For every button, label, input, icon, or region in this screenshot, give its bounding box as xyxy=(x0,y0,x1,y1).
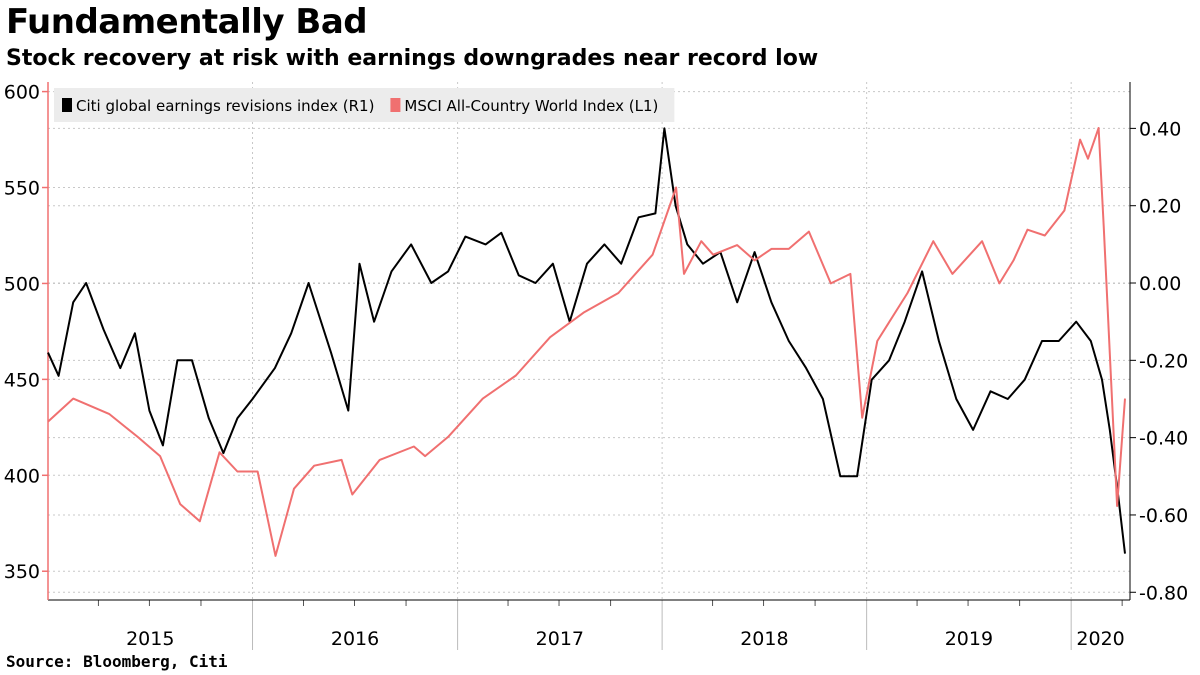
chart-title: Fundamentally Bad xyxy=(6,2,368,42)
y-right-tick-label--0.2: -0.20 xyxy=(1139,350,1188,372)
y-right-tick-label-0.2: 0.20 xyxy=(1139,196,1181,218)
y-right-tick-label--0.4: -0.40 xyxy=(1139,428,1188,450)
legend-label-0: Citi global earnings revisions index (R1… xyxy=(76,97,374,115)
y-right-tick-label--0.8: -0.80 xyxy=(1139,582,1188,604)
legend-box xyxy=(54,88,675,122)
series-group xyxy=(47,127,1126,557)
chart-subtitle: Stock recovery at risk with earnings dow… xyxy=(6,46,819,71)
x-tick-label-2016: 2016 xyxy=(331,628,379,650)
source-note: Source: Bloomberg, Citi xyxy=(6,652,228,671)
axes: 2015 2016 2017 2018 2019 2020 350 400 450 500 550 6… xyxy=(4,82,1188,650)
y-left-tick-label-550: 550 xyxy=(4,178,40,200)
y-right-tick-label-0: 0.00 xyxy=(1139,273,1181,295)
legend-swatch-0 xyxy=(62,98,72,112)
x-tick-label-2018: 2018 xyxy=(740,628,788,650)
x-tick-label-2020: 2020 xyxy=(1076,628,1124,650)
x-tick-label-2017: 2017 xyxy=(536,628,584,650)
y-right-tick-label-0.4: 0.40 xyxy=(1139,118,1181,140)
y-left-tick-label-600: 600 xyxy=(4,82,40,104)
x-tick-label-2015: 2015 xyxy=(126,628,174,650)
series-line-msci-acwi xyxy=(47,127,1126,557)
legend-swatch-1 xyxy=(390,98,401,112)
legend: Citi global earnings revisions index (R1… xyxy=(54,88,675,122)
y-left-tick-label-400: 400 xyxy=(4,465,40,487)
legend-label-1: MSCI All-Country World Index (L1) xyxy=(404,97,658,115)
y-left-tick-label-450: 450 xyxy=(4,369,40,391)
x-tick-label-2019: 2019 xyxy=(945,628,993,650)
gridlines xyxy=(48,82,1130,600)
y-left-tick-label-350: 350 xyxy=(4,561,40,583)
series-line-citi-revisions xyxy=(47,127,1126,554)
y-right-tick-label--0.6: -0.60 xyxy=(1139,505,1188,527)
y-left-tick-label-500: 500 xyxy=(4,273,40,295)
